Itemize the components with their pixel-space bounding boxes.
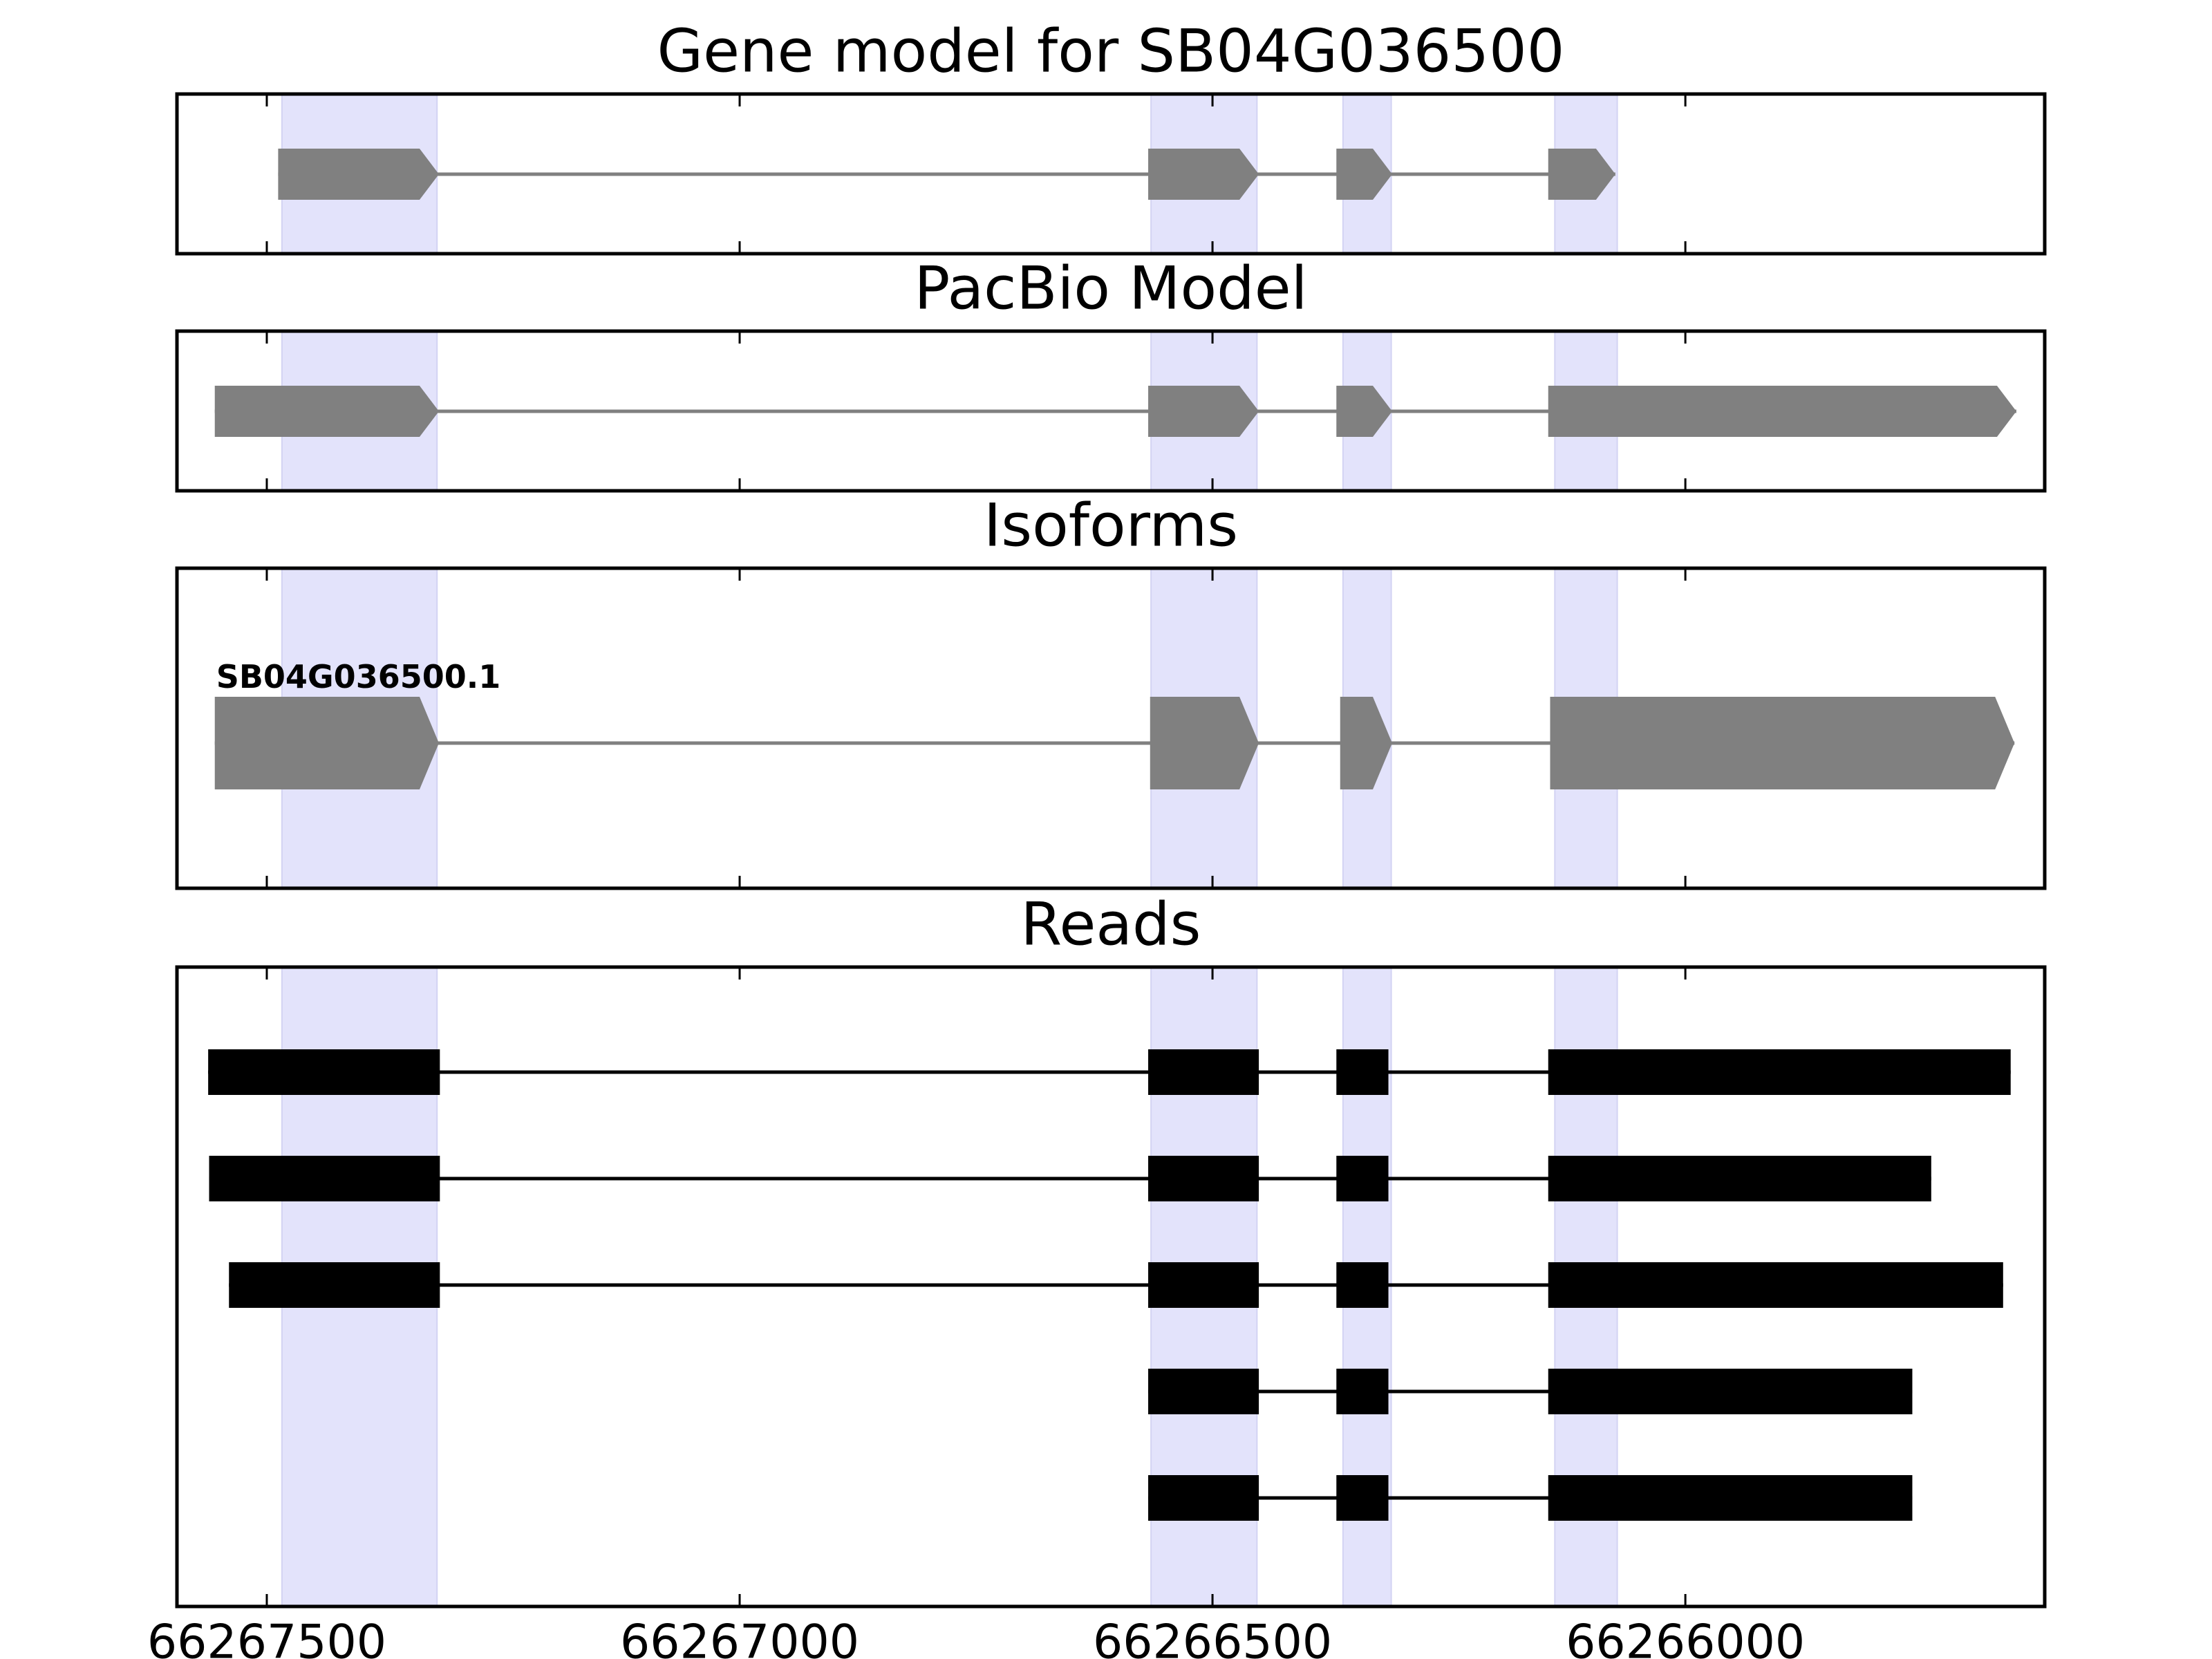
panel-isoform-2: Isoforms SB04G036500.1 [175, 491, 2047, 890]
exon-block [214, 697, 439, 789]
read-exon-block [1148, 1049, 1259, 1095]
panel-title: Reads [1021, 890, 1201, 959]
read-exon-block [229, 1262, 440, 1308]
x-tick-label: 66267000 [620, 1615, 859, 1659]
read-exon-block [1148, 1262, 1259, 1308]
axes-frame [175, 92, 2047, 256]
panels: Gene model for SB04G036500 PacBio Model Is… [147, 17, 2047, 1659]
panel-title: PacBio Model [914, 254, 1307, 323]
x-tick-label: 66266000 [1566, 1615, 1805, 1659]
read-exon-block [1148, 1369, 1259, 1414]
exon-block [1340, 697, 1393, 789]
read-exon-block [1548, 1262, 2003, 1308]
exon-block [278, 149, 439, 200]
read-exon-block [1336, 1262, 1389, 1308]
panel-title: Isoforms [984, 491, 1238, 560]
exon-block [1336, 149, 1393, 200]
read-exon-block [209, 1156, 440, 1201]
read-exon-block [1336, 1369, 1389, 1414]
panel-reads-3: Reads 66267500 66267000 66266500 66266000 [147, 890, 2047, 1659]
read-exon-block [1336, 1156, 1389, 1201]
panel-title: Gene model for SB04G036500 [657, 17, 1565, 86]
read-exon-block [1148, 1156, 1259, 1201]
read-exon-block [208, 1049, 440, 1095]
exon-block [214, 386, 439, 437]
panel-model-1: PacBio Model [175, 254, 2047, 493]
x-tick-label: 66267500 [147, 1615, 386, 1659]
read-exon-block [1548, 1049, 2011, 1095]
axes-frame [175, 329, 2047, 493]
exon-block [1548, 149, 1615, 200]
read-exon-block [1548, 1369, 1913, 1414]
read-exon-block [1548, 1475, 1913, 1521]
exon-block [1150, 697, 1259, 789]
exon-block [1548, 386, 2016, 437]
exon-block [1550, 697, 2015, 789]
read-exon-block [1336, 1475, 1389, 1521]
exon-block [1336, 386, 1393, 437]
x-tick-label: 66266500 [1093, 1615, 1332, 1659]
read-exon-block [1336, 1049, 1389, 1095]
exon-block [1148, 386, 1259, 437]
read-exon-block [1148, 1475, 1259, 1521]
isoform-label: SB04G036500.1 [216, 658, 500, 695]
exon-block [1148, 149, 1259, 200]
panel-model-0: Gene model for SB04G036500 [175, 17, 2047, 256]
read-exon-block [1548, 1156, 1931, 1201]
axes-frame [175, 566, 2047, 890]
axes-frame [175, 965, 2047, 1609]
